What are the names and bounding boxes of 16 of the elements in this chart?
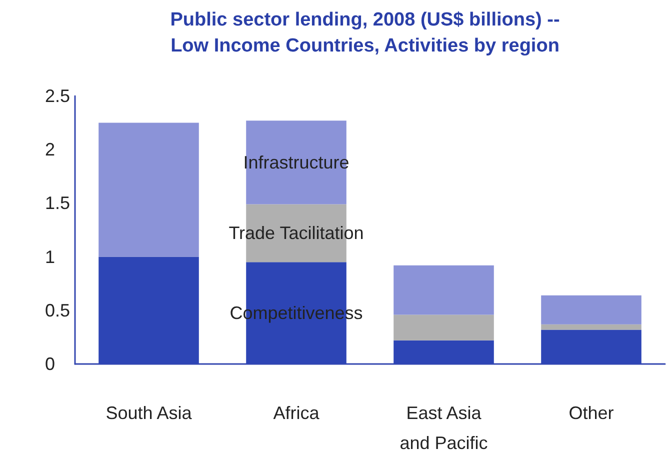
bar <box>394 265 494 315</box>
y-tick-label: 0 <box>45 354 56 374</box>
bar <box>394 314 494 340</box>
x-tick-label: Other <box>568 403 614 423</box>
y-tick-label: 1.5 <box>45 193 70 214</box>
x-tick-label: East Asia and Pacific <box>400 403 488 453</box>
bar <box>541 324 642 330</box>
bar <box>541 295 642 324</box>
x-tick-label: Africa <box>273 403 320 423</box>
bar <box>98 122 199 257</box>
chart-title: Public sector lending, 2008 (US$ billions) -- Low Income Countries, Activities by region <box>170 10 560 56</box>
y-tick-label: 1 <box>45 246 56 267</box>
x-tick-label: South Asia <box>106 403 193 423</box>
y-tick-label: 0.5 <box>45 300 70 320</box>
y-tick-label: 2 <box>45 140 56 160</box>
y-tick-label: 2.5 <box>45 86 70 106</box>
